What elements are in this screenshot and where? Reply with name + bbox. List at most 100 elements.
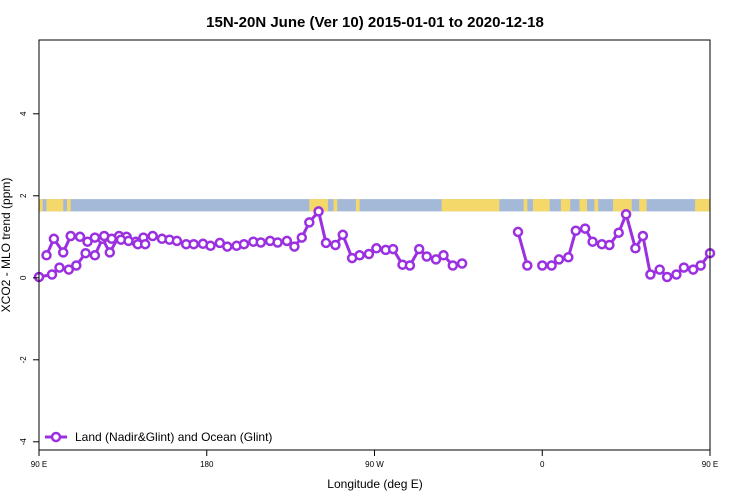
x-tick-label: 90 E bbox=[31, 460, 47, 469]
data-point bbox=[63, 264, 75, 275]
data-point bbox=[687, 264, 699, 275]
data-point bbox=[363, 248, 375, 260]
land-band-segment bbox=[309, 199, 328, 212]
series-layer bbox=[33, 206, 716, 283]
data-point bbox=[205, 240, 216, 252]
data-point bbox=[65, 230, 76, 242]
x-axis: 90 E 180 90 W 0 90 E bbox=[31, 450, 718, 469]
legend-label: Land (Nadir&Glint) and Ocean (Glint) bbox=[75, 430, 272, 444]
data-point bbox=[570, 225, 582, 236]
land-band-segment bbox=[52, 199, 60, 212]
series-line bbox=[516, 231, 529, 266]
data-point bbox=[281, 235, 293, 247]
data-point bbox=[54, 262, 65, 273]
data-point bbox=[563, 252, 574, 263]
data-point bbox=[222, 241, 233, 252]
data-point bbox=[255, 237, 267, 248]
data-point bbox=[89, 232, 101, 243]
land-band-segment bbox=[579, 199, 587, 212]
land-band-segment bbox=[441, 199, 500, 212]
land-band-segment bbox=[39, 199, 43, 212]
x-tick-label: 90 W bbox=[365, 460, 384, 469]
y-tick-label: -4 bbox=[19, 438, 28, 446]
data-point bbox=[546, 260, 557, 271]
data-point bbox=[421, 251, 432, 262]
land-band-segment bbox=[59, 199, 64, 212]
data-point bbox=[106, 233, 117, 245]
data-point bbox=[80, 247, 91, 259]
y-tick-label: -2 bbox=[19, 356, 28, 364]
land-ocean-band bbox=[39, 199, 710, 212]
legend-marker bbox=[50, 431, 62, 443]
x-tick-label: 0 bbox=[540, 460, 545, 469]
data-point bbox=[320, 237, 332, 249]
data-point bbox=[188, 238, 199, 250]
data-point bbox=[512, 226, 524, 238]
land-band-segment bbox=[66, 199, 71, 212]
data-point bbox=[304, 217, 315, 228]
data-point bbox=[354, 250, 365, 261]
data-point bbox=[74, 231, 86, 243]
data-point bbox=[41, 250, 52, 261]
land-band-segment bbox=[355, 199, 360, 212]
data-point bbox=[89, 250, 101, 261]
data-point bbox=[171, 235, 183, 247]
data-point bbox=[553, 254, 565, 265]
data-point bbox=[604, 239, 615, 251]
plot-frame bbox=[38, 39, 711, 451]
data-point bbox=[587, 236, 598, 247]
data-point bbox=[139, 238, 151, 250]
y-axis-label: XCO2 - MLO trend (ppm) bbox=[0, 178, 13, 313]
legend: Land (Nadir&Glint) and Ocean (Glint) bbox=[45, 430, 272, 444]
data-point bbox=[330, 239, 341, 251]
data-point bbox=[123, 235, 134, 247]
data-point bbox=[57, 247, 69, 258]
land-band-segment bbox=[333, 199, 338, 212]
data-point bbox=[387, 243, 399, 255]
x-tick-label: 180 bbox=[200, 460, 214, 469]
data-point bbox=[630, 243, 641, 254]
data-point bbox=[671, 269, 682, 280]
data-point bbox=[371, 243, 382, 254]
data-point bbox=[613, 227, 624, 238]
ocean-band bbox=[39, 199, 710, 212]
land-band-segment bbox=[523, 199, 528, 212]
data-point bbox=[296, 232, 308, 243]
land-band-segment bbox=[560, 199, 571, 212]
data-point bbox=[695, 260, 706, 271]
data-point bbox=[46, 269, 58, 280]
data-point bbox=[272, 237, 283, 248]
land-band-segment bbox=[695, 199, 710, 212]
data-point bbox=[620, 209, 632, 220]
data-point bbox=[430, 254, 442, 265]
data-point bbox=[104, 247, 116, 258]
data-point bbox=[579, 223, 591, 234]
land-band-segment bbox=[639, 199, 647, 212]
data-point bbox=[71, 260, 82, 271]
data-point bbox=[413, 243, 425, 255]
x-axis-label: Longitude (deg E) bbox=[327, 477, 422, 491]
data-point bbox=[313, 206, 324, 217]
data-point bbox=[678, 262, 690, 273]
data-point bbox=[404, 260, 416, 271]
land-band-segment bbox=[46, 199, 53, 212]
data-point bbox=[147, 230, 158, 242]
data-point bbox=[645, 269, 656, 280]
land-band-segment bbox=[613, 199, 632, 212]
y-axis: -4 -2 0 2 4 bbox=[19, 111, 39, 445]
data-point bbox=[337, 229, 349, 241]
data-point bbox=[238, 238, 250, 250]
y-tick-label: 0 bbox=[19, 275, 28, 280]
x-tick-label: 90 E bbox=[702, 460, 718, 469]
y-tick-label: 4 bbox=[19, 111, 28, 116]
data-point bbox=[438, 250, 449, 261]
data-point bbox=[522, 260, 533, 271]
chart-title: 15N-20N June (Ver 10) 2015-01-01 to 2020… bbox=[206, 14, 544, 31]
land-band-segment bbox=[532, 199, 550, 212]
y-tick-label: 2 bbox=[19, 193, 28, 198]
data-point bbox=[48, 233, 60, 245]
data-point bbox=[447, 260, 459, 271]
data-point bbox=[661, 271, 673, 283]
data-point bbox=[654, 264, 665, 275]
